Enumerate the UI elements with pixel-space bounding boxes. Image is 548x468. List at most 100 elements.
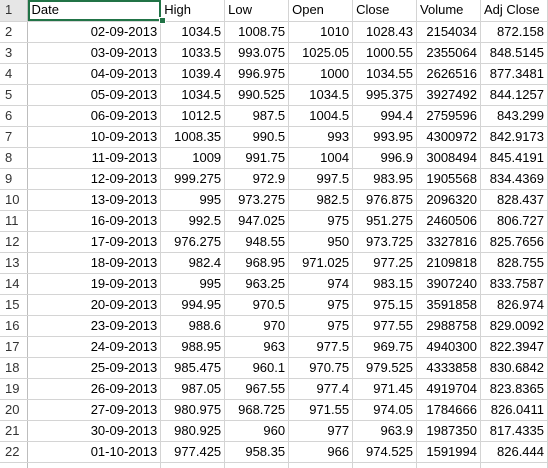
header-cell-high[interactable]: High — [160, 0, 226, 22]
table-cell[interactable]: 825.7656 — [480, 231, 548, 253]
table-cell[interactable]: 950 — [288, 231, 354, 253]
table-cell[interactable]: 833.7587 — [480, 273, 548, 295]
table-cell[interactable]: 826.444 — [480, 441, 548, 463]
table-cell[interactable]: 826.0411 — [480, 399, 548, 421]
table-cell[interactable]: 980.925 — [160, 420, 226, 442]
table-cell[interactable]: 975 — [288, 210, 354, 232]
table-cell[interactable]: 1012.5 — [160, 105, 226, 127]
table-cell[interactable]: 1034.5 — [160, 84, 226, 106]
table-cell[interactable]: 03-10-2013 — [27, 462, 162, 468]
table-cell[interactable]: 26-09-2013 — [27, 378, 162, 400]
table-cell[interactable]: 991.75 — [224, 147, 290, 169]
table-cell[interactable]: 947.025 — [224, 210, 290, 232]
table-cell[interactable]: 979.525 — [352, 357, 418, 379]
table-cell[interactable]: 817.4335 — [480, 420, 548, 442]
table-cell[interactable]: 2626516 — [416, 63, 481, 85]
table-cell[interactable]: 980.975 — [160, 399, 226, 421]
table-cell[interactable]: 983.15 — [352, 273, 418, 295]
row-number[interactable]: 19 — [0, 378, 29, 400]
table-cell[interactable]: 948.55 — [224, 231, 290, 253]
table-cell[interactable]: 30-09-2013 — [27, 420, 162, 442]
table-cell[interactable]: 960 — [224, 420, 290, 442]
table-cell[interactable]: 834.4369 — [480, 168, 548, 190]
table-cell[interactable]: 13-09-2013 — [27, 189, 162, 211]
table-cell[interactable]: 994.95 — [160, 294, 226, 316]
table-cell[interactable]: 995 — [160, 273, 226, 295]
table-cell[interactable]: 1987350 — [416, 420, 481, 442]
table-cell[interactable]: 1028.43 — [352, 21, 418, 43]
table-cell[interactable]: 982.5 — [288, 189, 354, 211]
table-cell[interactable]: 993 — [288, 126, 354, 148]
table-cell[interactable]: 1591994 — [416, 441, 481, 463]
table-cell[interactable]: 967.55 — [224, 378, 290, 400]
table-cell[interactable]: 990.525 — [224, 84, 290, 106]
table-cell[interactable]: 19-09-2013 — [27, 273, 162, 295]
row-number[interactable]: 13 — [0, 252, 29, 274]
table-cell[interactable]: 848.5145 — [480, 42, 548, 64]
table-cell[interactable]: 988.6 — [160, 315, 226, 337]
table-cell[interactable]: 994.4 — [352, 105, 418, 127]
row-number[interactable]: 3 — [0, 42, 29, 64]
table-cell[interactable]: 974 — [288, 273, 354, 295]
table-cell[interactable]: 974.525 — [352, 441, 418, 463]
table-cell[interactable]: 2460506 — [416, 210, 481, 232]
table-cell[interactable]: 970.5 — [224, 294, 290, 316]
table-cell[interactable]: 1004.5 — [288, 105, 354, 127]
row-number[interactable]: 20 — [0, 399, 29, 421]
table-cell[interactable]: 12-09-2013 — [27, 168, 162, 190]
table-cell[interactable]: 985.475 — [160, 357, 226, 379]
table-cell[interactable]: 971.45 — [352, 378, 418, 400]
table-cell[interactable]: 972.9 — [224, 168, 290, 190]
row-number[interactable]: 2 — [0, 21, 29, 43]
table-cell[interactable]: 987.05 — [160, 378, 226, 400]
row-number[interactable]: 16 — [0, 315, 29, 337]
header-cell-volume[interactable]: Volume — [416, 0, 481, 22]
table-cell[interactable]: 963 — [224, 336, 290, 358]
table-cell[interactable]: 985.9 — [288, 462, 354, 468]
table-cell[interactable]: 1034.55 — [352, 63, 418, 85]
table-cell[interactable]: 24-09-2013 — [27, 336, 162, 358]
row-number[interactable]: 12 — [0, 231, 29, 253]
table-cell[interactable]: 995.375 — [352, 84, 418, 106]
table-cell[interactable]: 971.025 — [288, 252, 354, 274]
table-cell[interactable]: 11-09-2013 — [27, 147, 162, 169]
table-cell[interactable]: 992.5 — [160, 210, 226, 232]
table-cell[interactable]: 977.55 — [352, 315, 418, 337]
row-number[interactable]: 7 — [0, 126, 29, 148]
table-cell[interactable]: 970 — [224, 315, 290, 337]
table-cell[interactable]: 1000.55 — [352, 42, 418, 64]
table-cell[interactable]: 822.3947 — [480, 336, 548, 358]
table-cell[interactable]: 977.25 — [352, 252, 418, 274]
row-number[interactable]: 15 — [0, 294, 29, 316]
table-cell[interactable]: 3591858 — [416, 294, 481, 316]
table-cell[interactable]: 982.4 — [160, 252, 226, 274]
table-cell[interactable]: 18-09-2013 — [27, 252, 162, 274]
table-cell[interactable]: 1784666 — [416, 399, 481, 421]
header-cell-low[interactable]: Low — [224, 0, 290, 22]
table-cell[interactable]: 997.5 — [288, 168, 354, 190]
table-cell[interactable]: 970.75 — [288, 357, 354, 379]
table-cell[interactable]: 1008.35 — [160, 126, 226, 148]
table-cell[interactable]: 974.05 — [352, 399, 418, 421]
table-cell[interactable]: 4300972 — [416, 126, 481, 148]
table-cell[interactable]: 995 — [160, 189, 226, 211]
table-cell[interactable]: 976.875 — [352, 189, 418, 211]
row-number[interactable]: 10 — [0, 189, 29, 211]
table-cell[interactable]: 993.075 — [224, 42, 290, 64]
table-cell[interactable]: 996.975 — [224, 63, 290, 85]
table-cell[interactable]: 1025.05 — [288, 42, 354, 64]
fill-handle[interactable] — [159, 17, 166, 24]
header-cell-adj-close[interactable]: Adj Close — [480, 0, 548, 22]
table-cell[interactable]: 996.9 — [352, 147, 418, 169]
table-cell[interactable]: 829.0092 — [480, 315, 548, 337]
table-cell[interactable]: 01-10-2013 — [27, 441, 162, 463]
table-cell[interactable]: 951.275 — [352, 210, 418, 232]
table-cell[interactable]: 999.275 — [160, 168, 226, 190]
table-cell[interactable]: 2988758 — [416, 315, 481, 337]
row-number[interactable]: 23 — [0, 462, 29, 468]
table-cell[interactable]: 3927492 — [416, 84, 481, 106]
table-cell[interactable]: 990.5 — [224, 126, 290, 148]
table-cell[interactable]: 1008.75 — [224, 21, 290, 43]
header-cell-date[interactable]: Date — [27, 0, 162, 22]
row-number[interactable]: 22 — [0, 441, 29, 463]
